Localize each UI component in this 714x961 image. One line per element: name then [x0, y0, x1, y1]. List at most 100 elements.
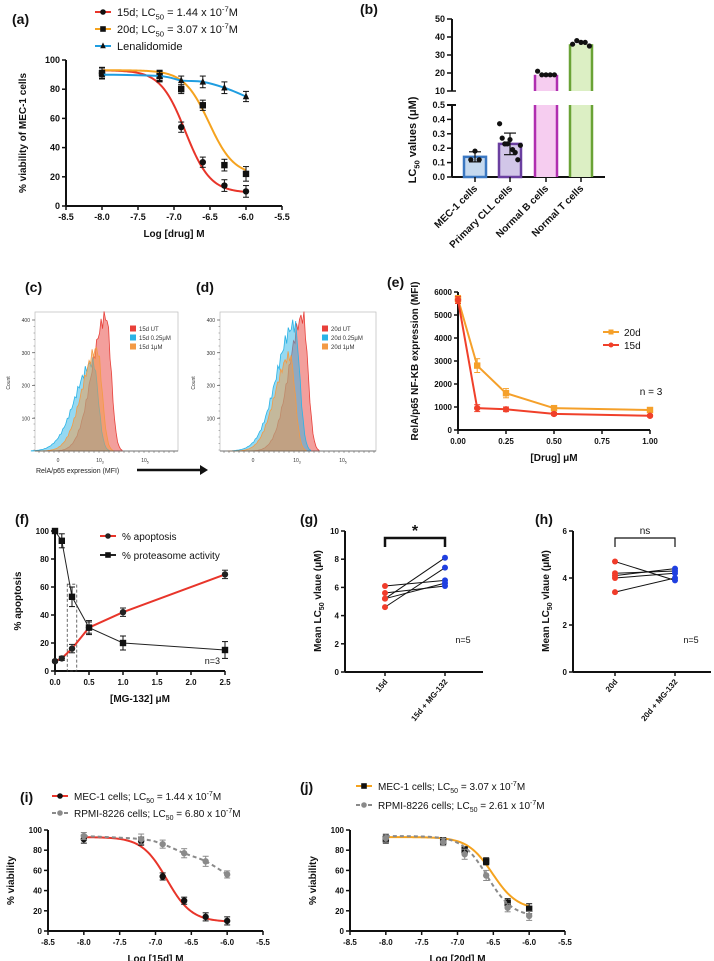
label-part: 50 [156, 29, 165, 38]
x-tick-label: 2.5 [219, 678, 231, 687]
panel-label: (g) [300, 511, 318, 527]
data-point [512, 149, 518, 156]
y-axis-title: Mean LC50 vlaue (μM) [313, 550, 326, 652]
data-point [180, 897, 188, 904]
y-tick-label: 60 [335, 866, 344, 875]
significance-bracket [614, 537, 676, 547]
y-tick-label: 80 [335, 846, 344, 855]
data-point [382, 590, 388, 597]
label-part: = 6.80 x 10 [174, 809, 227, 820]
label-part: vlaue (μM) [313, 550, 324, 602]
x-tick-label: -6.0 [522, 938, 536, 947]
legend-label: MEC-1 cells; LC50 = 1.44 x 10-7M [74, 791, 221, 805]
bar-upper [570, 44, 592, 91]
legend-swatch [130, 334, 136, 341]
data-point [507, 136, 513, 143]
y-tick-label: 3000 [434, 357, 452, 366]
y-tick-label: 4 [563, 574, 568, 583]
x-tick-label: 105 [141, 458, 149, 465]
histogram-2 [34, 346, 114, 452]
label-part: 5 [345, 461, 347, 465]
panel-label: (c) [25, 279, 42, 295]
y-tick-label: 0.0 [432, 172, 445, 182]
x-tick-label: -6.0 [238, 212, 254, 222]
panel-label: (i) [20, 789, 33, 805]
label-part: 0 [252, 458, 255, 464]
label-part: M [232, 809, 240, 820]
y-tick-label: 100 [36, 527, 50, 536]
y-tick-label: 4000 [434, 334, 452, 343]
data-point [612, 575, 618, 581]
x-tick-label: -8.0 [77, 938, 91, 947]
data-point [461, 851, 468, 858]
x-tick-label: 0.75 [594, 437, 610, 446]
y-tick-label: 60 [33, 866, 42, 875]
data-point [550, 404, 558, 412]
x-tick-label: 0.25 [498, 437, 514, 446]
data-point [442, 580, 448, 587]
legend-marker [57, 810, 63, 816]
series-line-0 [83, 836, 228, 923]
data-point [502, 406, 510, 413]
data-point [504, 904, 511, 911]
legend-marker [100, 26, 106, 32]
x-tick-label: -6.5 [184, 938, 198, 947]
series-line-0 [385, 836, 530, 908]
annotation: n=5 [455, 635, 470, 645]
x-tick-label: 20d [604, 677, 620, 693]
label-part: -7 [222, 5, 229, 14]
legend-label: RPMI-8226 cells; LC50 = 2.61 x 10-7M [378, 800, 545, 814]
y-tick-label: 40 [435, 32, 445, 42]
x-tick-label: -6.5 [486, 938, 500, 947]
legend-swatch [322, 325, 328, 332]
annotation: n = 3 [640, 387, 663, 398]
data-point [51, 527, 59, 535]
data-point [221, 83, 228, 91]
series-line-1 [457, 299, 651, 417]
data-point [159, 840, 166, 848]
y-tick-label: 2 [563, 621, 568, 630]
series-line-0 [457, 298, 651, 411]
x-axis-title: RelA/p65 expression (MFI) [36, 468, 119, 475]
label-part: 50 [146, 798, 154, 805]
label-part: -7 [222, 22, 229, 31]
data-point [180, 850, 188, 857]
y-tick-label: 0.2 [432, 143, 445, 153]
data-point [472, 148, 478, 154]
data-point [58, 537, 65, 544]
x-axis-title: Log [20d] M [429, 954, 485, 961]
y-tick-label: 60 [40, 583, 49, 592]
label-part: 3 [102, 461, 104, 465]
data-point [137, 835, 145, 843]
label-part: values (μM) [407, 96, 419, 160]
pair-line [614, 577, 676, 593]
x-axis-title: Log [15d] M [127, 954, 183, 961]
x-tick-label: 15d + MG-132 [409, 677, 450, 723]
pair-line [384, 557, 446, 600]
y-tick-label: 20 [40, 639, 49, 648]
data-point [499, 135, 505, 141]
label-part: Lenalidomide [117, 41, 182, 53]
x-axis-title: Log [drug] M [143, 229, 204, 240]
data-point [517, 142, 524, 148]
y-tick-label: 100 [45, 55, 60, 65]
y-tick-label: 80 [33, 846, 42, 855]
data-point [672, 575, 678, 581]
label-part: 50 [470, 807, 478, 814]
x-tick-label: -5.5 [558, 938, 572, 947]
y-tick-label: 5000 [434, 311, 452, 320]
data-point [85, 624, 93, 631]
label-part: 5 [147, 461, 149, 465]
x-tick-label: -8.5 [41, 938, 55, 947]
legend-label: RPMI-8226 cells; LC50 = 6.80 x 10-7M [74, 808, 241, 822]
x-tick-label: 0.5 [83, 678, 95, 687]
label-part: 0 [57, 458, 60, 464]
label-part: 3 [299, 461, 301, 465]
data-point [242, 188, 250, 195]
data-point [482, 858, 490, 865]
pair-line [614, 561, 676, 581]
data-point [474, 404, 481, 412]
data-point [646, 406, 654, 414]
panel-label: (e) [387, 274, 404, 290]
data-point [68, 645, 76, 652]
